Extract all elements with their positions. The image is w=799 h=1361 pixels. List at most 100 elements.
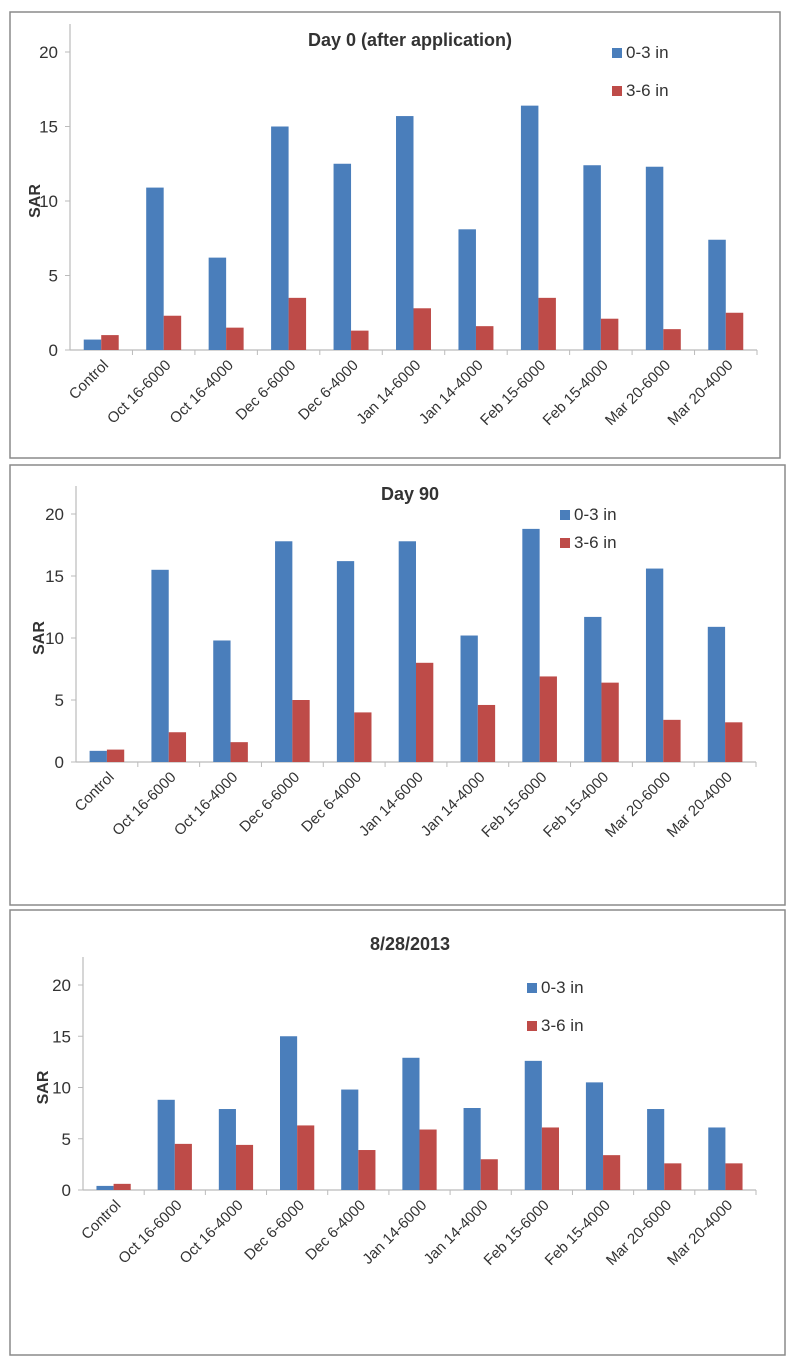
bar-3-6in bbox=[413, 308, 431, 350]
bar-0-3in bbox=[218, 1109, 236, 1190]
y-tick-label: 5 bbox=[62, 1130, 71, 1149]
legend-label: 0-3 in bbox=[626, 43, 669, 62]
bar-0-3in bbox=[333, 163, 352, 350]
bar-3-6in bbox=[725, 1163, 743, 1190]
y-tick-label: 15 bbox=[45, 567, 64, 586]
bar-0-3in bbox=[524, 1060, 542, 1190]
y-tick-label: 15 bbox=[52, 1027, 71, 1046]
legend-swatch bbox=[612, 86, 622, 96]
bar-0-3in bbox=[645, 166, 664, 350]
bar-0-3in bbox=[96, 1185, 114, 1190]
bar-0-3in bbox=[708, 1127, 726, 1190]
y-tick-label: 10 bbox=[39, 192, 58, 211]
bar-3-6in bbox=[477, 704, 496, 762]
bar-0-3in bbox=[585, 1082, 604, 1190]
legend-swatch bbox=[560, 510, 570, 520]
y-tick-label: 0 bbox=[49, 341, 58, 360]
bar-3-6in bbox=[541, 1127, 559, 1190]
bar-0-3in bbox=[89, 750, 107, 762]
y-tick-label: 20 bbox=[39, 43, 58, 62]
bar-0-3in bbox=[208, 257, 227, 350]
legend-label: 3-6 in bbox=[541, 1016, 584, 1035]
bar-0-3in bbox=[647, 1109, 665, 1190]
bar-3-6in bbox=[235, 1144, 254, 1190]
legend-label: 0-3 in bbox=[574, 505, 617, 524]
bar-3-6in bbox=[601, 682, 619, 762]
bar-0-3in bbox=[146, 187, 164, 350]
bar-3-6in bbox=[113, 1183, 131, 1190]
bar-3-6in bbox=[419, 1129, 437, 1190]
y-tick-label: 5 bbox=[55, 691, 64, 710]
legend-label: 3-6 in bbox=[626, 81, 669, 100]
bar-3-6in bbox=[600, 318, 619, 350]
bar-3-6in bbox=[292, 700, 310, 762]
bar-3-6in bbox=[663, 329, 681, 350]
bar-3-6in bbox=[358, 1150, 376, 1190]
bar-3-6in bbox=[416, 662, 434, 762]
bar-3-6in bbox=[539, 676, 557, 762]
legend-label: 3-6 in bbox=[574, 533, 617, 552]
bar-3-6in bbox=[725, 722, 743, 762]
y-tick-label: 0 bbox=[55, 753, 64, 772]
bar-3-6in bbox=[101, 335, 119, 350]
chart-frame bbox=[9, 464, 786, 906]
bar-3-6in bbox=[288, 297, 307, 350]
bar-3-6in bbox=[168, 732, 187, 762]
bar-0-3in bbox=[584, 616, 602, 762]
bar-0-3in bbox=[708, 239, 726, 350]
bar-0-3in bbox=[522, 528, 540, 762]
legend-swatch bbox=[527, 1021, 537, 1031]
bar-0-3in bbox=[336, 561, 355, 762]
y-tick-label: 20 bbox=[45, 505, 64, 524]
bar-3-6in bbox=[297, 1125, 315, 1190]
bar-3-6in bbox=[226, 327, 244, 350]
legend-swatch bbox=[527, 983, 537, 993]
bar-3-6in bbox=[230, 742, 248, 762]
bar-3-6in bbox=[475, 326, 494, 350]
y-tick-label: 10 bbox=[52, 1079, 71, 1098]
chart-frame bbox=[9, 909, 786, 1356]
bar-0-3in bbox=[213, 640, 231, 762]
bar-0-3in bbox=[398, 541, 416, 762]
y-axis-label: SAR bbox=[35, 1070, 52, 1104]
y-axis-label: SAR bbox=[31, 621, 48, 655]
bar-3-6in bbox=[480, 1159, 498, 1190]
bar-3-6in bbox=[603, 1155, 621, 1190]
y-tick-label: 0 bbox=[62, 1181, 71, 1200]
bar-0-3in bbox=[583, 165, 601, 350]
bar-3-6in bbox=[725, 312, 744, 350]
bar-3-6in bbox=[106, 749, 125, 762]
y-tick-label: 5 bbox=[49, 267, 58, 286]
bar-0-3in bbox=[275, 541, 293, 762]
bar-0-3in bbox=[707, 626, 726, 762]
bar-3-6in bbox=[163, 315, 182, 350]
bar-0-3in bbox=[520, 105, 539, 350]
bar-0-3in bbox=[460, 635, 478, 762]
bar-0-3in bbox=[458, 229, 476, 350]
bar-3-6in bbox=[663, 719, 681, 762]
legend-label: 0-3 in bbox=[541, 978, 584, 997]
bar-3-6in bbox=[538, 297, 556, 350]
chart-title: Day 0 (after application) bbox=[308, 30, 512, 50]
legend-swatch bbox=[560, 538, 570, 548]
bar-0-3in bbox=[151, 569, 169, 762]
bar-0-3in bbox=[280, 1036, 298, 1190]
bar-0-3in bbox=[157, 1099, 175, 1190]
bar-3-6in bbox=[354, 712, 372, 762]
bar-0-3in bbox=[396, 116, 414, 350]
y-axis-label: SAR bbox=[27, 184, 44, 218]
chart-title: Day 90 bbox=[381, 484, 439, 504]
legend-swatch bbox=[612, 48, 622, 58]
chart-title: 8/28/2013 bbox=[370, 934, 450, 954]
y-tick-label: 15 bbox=[39, 118, 58, 137]
bar-0-3in bbox=[463, 1108, 481, 1190]
bar-0-3in bbox=[83, 339, 102, 350]
bar-0-3in bbox=[402, 1057, 420, 1190]
bar-0-3in bbox=[645, 568, 664, 762]
bar-3-6in bbox=[351, 330, 369, 350]
y-tick-label: 10 bbox=[45, 629, 64, 648]
